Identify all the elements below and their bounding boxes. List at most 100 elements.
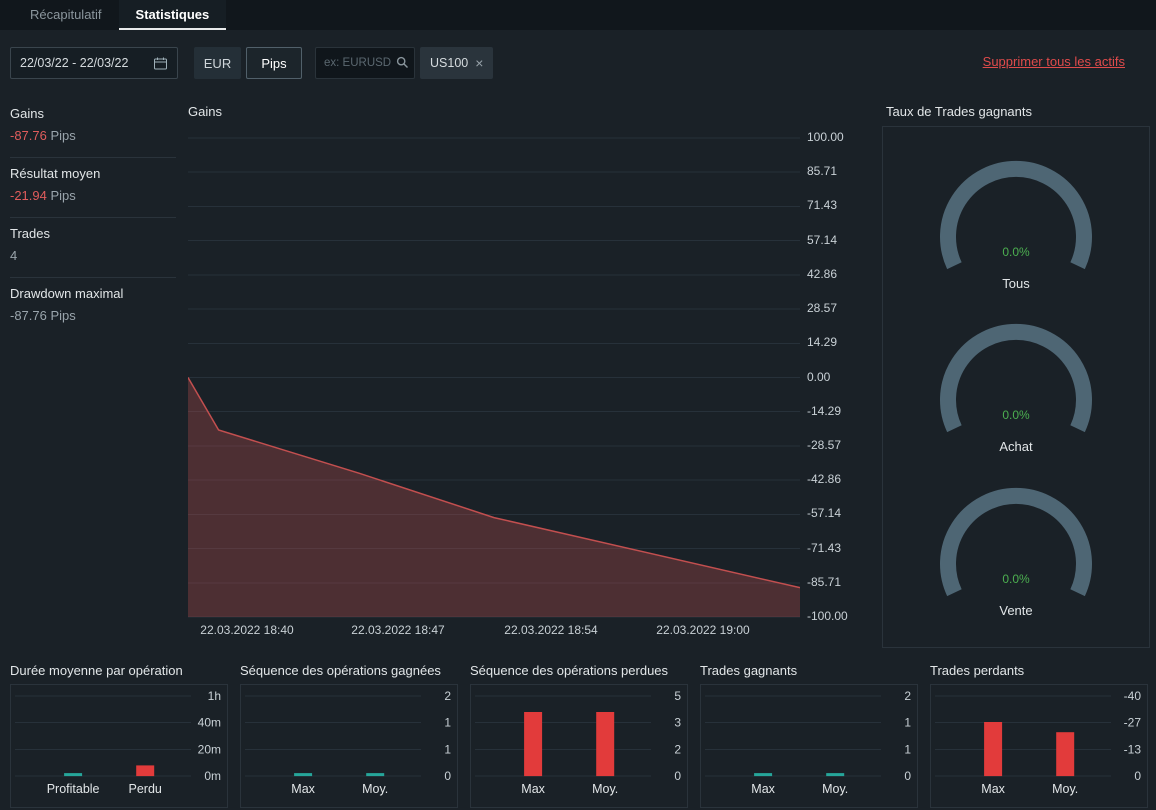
tick-label: -27 [1124, 716, 1142, 730]
stat-label: Gains [10, 106, 44, 121]
gains-chart-title: Gains [188, 104, 222, 119]
y-axis-label: 42.86 [807, 266, 838, 281]
gains-chart-svg [188, 137, 800, 618]
mini-chart-svg: 2 1 1 0 Max Moy. [705, 689, 911, 796]
y-axis: 100.00 85.71 71.43 57.14 42.86 28.57 14.29 0.00… [807, 126, 867, 646]
stat-value: -87.76 Pips [10, 308, 176, 323]
gains-area [188, 377, 800, 617]
stat-resultat-moyen: Résultat moyen -21.94 Pips [10, 158, 176, 218]
gauge-label: Vente [999, 602, 1033, 618]
search-icon [396, 56, 408, 68]
asset-chip-us100[interactable]: US100 × [420, 47, 494, 79]
y-axis-label: -14.29 [807, 403, 842, 418]
mini-chart-svg: 1h 40m 20m 0m Profitable Perdu [15, 689, 221, 796]
tick-label: 0 [904, 769, 911, 783]
stat-label: Drawdown maximal [10, 286, 124, 301]
category-label: Moy. [592, 782, 618, 796]
category-label: Max [981, 782, 1005, 796]
gauge-achat: 0.0% Achat [901, 320, 1131, 454]
tick-label: 2 [904, 689, 911, 703]
stat-value-unit: Pips [50, 128, 76, 143]
mini-chart-svg: 2 1 1 0 Max Moy. [245, 689, 451, 796]
y-axis-label: -42.86 [807, 472, 842, 487]
bar [294, 773, 313, 777]
gauge-value: 0.0% [1002, 572, 1030, 586]
date-range-input[interactable]: 22/03/22 - 22/03/22 [10, 47, 178, 79]
stat-value-number: -21.94 [10, 188, 47, 203]
asset-chip-label: US100 [430, 56, 469, 70]
y-axis-label: 28.57 [807, 301, 838, 316]
gains-line-chart[interactable]: 100.00 85.71 71.43 57.14 42.86 28.57 14.29 0.00… [188, 126, 848, 646]
remove-asset-icon[interactable]: × [475, 55, 484, 71]
calendar-icon [154, 57, 167, 69]
tick-label: 0 [674, 769, 681, 783]
bar [754, 773, 773, 777]
category-label: Max [751, 782, 775, 796]
stat-value-unit: Pips [50, 188, 76, 203]
stat-trades: Trades 4 [10, 218, 176, 278]
tick-label: 2 [444, 689, 451, 703]
stat-value-number: 4 [10, 248, 18, 263]
tab-statistiques[interactable]: Statistiques [118, 0, 227, 30]
winning-trades-chart[interactable]: 2 1 1 0 Max Moy. [700, 684, 918, 808]
bar [64, 773, 83, 777]
tab-recapitulatif[interactable]: Récapitulatif [30, 6, 102, 22]
losing-trades-chart[interactable]: -40 -27 -13 0 Max Moy. [930, 684, 1148, 808]
gauge-tous: 0.0% Tous [901, 157, 1131, 291]
tick-label: 1 [444, 716, 451, 730]
tick-label: 0 [444, 769, 451, 783]
gauge-arc [940, 487, 1092, 596]
bar [596, 712, 615, 777]
category-label: Moy. [362, 782, 388, 796]
gauge-label: Achat [999, 439, 1033, 454]
tick-label: 1 [444, 742, 451, 756]
gauge-arc-svg: 0.0% [940, 487, 1092, 596]
y-axis-label: -85.71 [807, 574, 842, 589]
gauge-vente: 0.0% Vente [901, 484, 1131, 618]
currency-button[interactable]: EUR [194, 47, 241, 79]
panel-title: Séquence des opérations gagnées [240, 663, 441, 678]
remove-all-assets-link[interactable]: Supprimer tous les actifs [982, 54, 1125, 69]
bar [1056, 732, 1075, 777]
bar [366, 773, 385, 777]
bar [524, 712, 543, 777]
symbol-search [315, 47, 415, 79]
stat-label: Résultat moyen [10, 166, 101, 181]
bar [826, 773, 845, 777]
category-label: Perdu [129, 782, 162, 796]
tick-label: 3 [674, 716, 681, 730]
tick-label: 0m [204, 769, 221, 783]
win-sequence-panel: Séquence des opérations gagnées 2 1 1 0 Max M… [240, 663, 458, 808]
stat-label: Trades [10, 226, 50, 241]
gains-line [188, 377, 800, 589]
tick-label: 0 [1134, 769, 1141, 783]
gauge-arc-svg: 0.0% [940, 323, 1092, 433]
panel-title: Durée moyenne par opération [10, 663, 183, 678]
gauge-arc [940, 323, 1092, 433]
winning-trades-panel: Trades gagnants 2 1 1 0 Max Moy. [700, 663, 918, 808]
y-axis-label: 0.00 [807, 369, 831, 384]
stat-drawdown-maximal: Drawdown maximal -87.76 Pips [10, 278, 176, 337]
stat-value-number: -87.76 [10, 308, 47, 323]
loss-sequence-chart[interactable]: 5 3 2 0 Max Moy. [470, 684, 688, 808]
stat-gains: Gains -87.76 Pips [10, 98, 176, 158]
y-axis-label: -57.14 [807, 506, 842, 521]
stat-value-number: -87.76 [10, 128, 47, 143]
x-axis-label: 22.03.2022 18:54 [504, 623, 598, 637]
stat-value: -21.94 Pips [10, 188, 176, 203]
win-sequence-chart[interactable]: 2 1 1 0 Max Moy. [240, 684, 458, 808]
tick-label: 40m [198, 716, 221, 730]
tick-label: 1 [904, 742, 911, 756]
loss-sequence-panel: Séquence des opérations perdues 5 3 2 0 Max M… [470, 663, 688, 808]
tick-label: -13 [1124, 742, 1142, 756]
stat-value: -87.76 Pips [10, 128, 176, 143]
tick-label: 2 [674, 742, 681, 756]
category-label: Moy. [822, 782, 848, 796]
pips-button[interactable]: Pips [246, 47, 302, 79]
tick-label: 5 [674, 689, 681, 703]
y-axis-label: -71.43 [807, 540, 842, 555]
avg-duration-chart[interactable]: 1h 40m 20m 0m Profitable Perdu [10, 684, 228, 808]
bar [984, 722, 1003, 777]
y-axis-label: 100.00 [807, 130, 844, 144]
y-axis-label: 57.14 [807, 232, 838, 247]
